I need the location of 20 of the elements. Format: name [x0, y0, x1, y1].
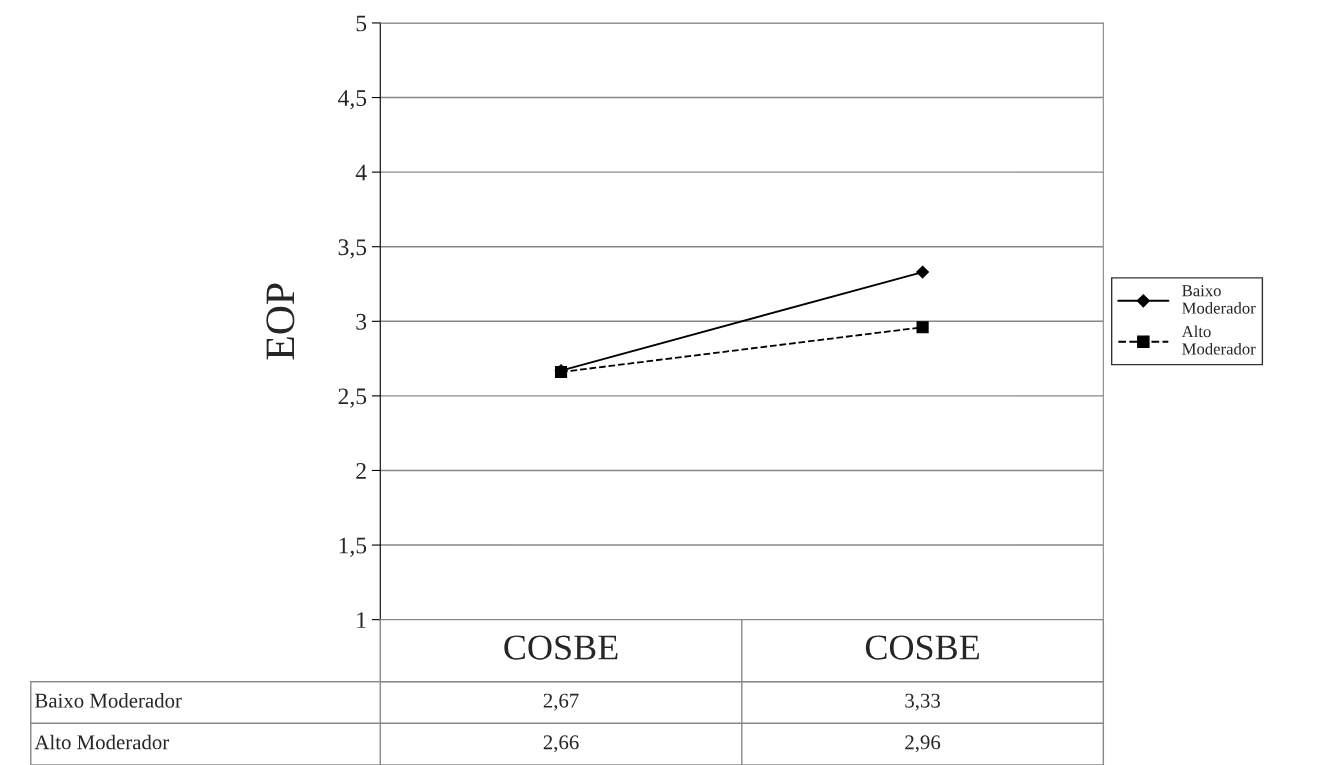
y-tick-label: 2: [356, 463, 366, 479]
y-tick-label: 2,5: [338, 388, 367, 408]
y-tick-label: 4,5: [338, 90, 367, 110]
legend-label: Baixo Moderador: [1182, 285, 1256, 314]
data-label: 3,33: [905, 693, 940, 711]
y-tick-label: 5: [356, 15, 367, 32]
data-label: 2,66: [543, 735, 579, 753]
y-tick-label: 4: [355, 164, 367, 181]
data-label: 2,67: [543, 693, 579, 711]
text: Alto Moderador: [34, 734, 170, 750]
data-label: 2,96: [905, 735, 941, 753]
x-tick-label: COSBE: [865, 635, 979, 660]
y-axis-title: EOP: [266, 283, 295, 360]
y-tick-label: 3,5: [338, 239, 367, 259]
y-tick-label: 1,5: [339, 537, 367, 557]
y-tick-label: 3: [356, 313, 367, 330]
x-tick-label: COSBE: [504, 635, 618, 660]
text: Baixo Moderador: [35, 693, 182, 708]
legend-label: Alto Moderador: [1181, 325, 1256, 355]
y-tick-label: 1: [357, 612, 366, 628]
